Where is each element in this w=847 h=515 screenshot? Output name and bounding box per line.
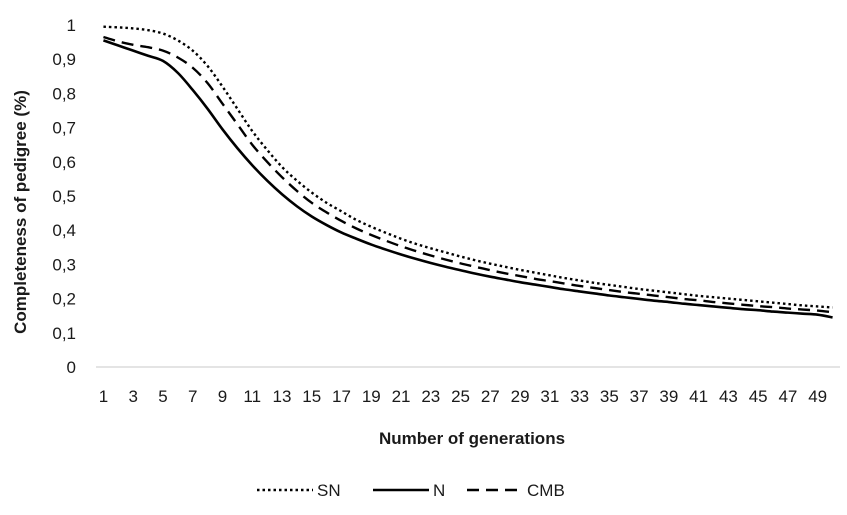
x-tick-label: 1	[99, 387, 108, 406]
x-tick-label: 43	[719, 387, 738, 406]
y-tick-label: 0	[67, 358, 76, 377]
y-tick-label: 0,3	[52, 255, 76, 274]
x-tick-label: 5	[158, 387, 167, 406]
y-tick-label: 0,4	[52, 221, 76, 240]
x-tick-label: 13	[273, 387, 292, 406]
x-tick-label: 23	[421, 387, 440, 406]
legend-item-n: N	[373, 481, 445, 500]
legend: SN N CMB	[257, 481, 565, 500]
y-tick-labels: 0 0,1 0,2 0,3 0,4 0,5 0,6 0,7 0,8 0,9 1	[52, 16, 76, 377]
x-tick-label: 15	[302, 387, 321, 406]
y-axis-title: Completeness of pedigree (%)	[11, 90, 30, 334]
x-tick-label: 25	[451, 387, 470, 406]
legend-label: CMB	[527, 481, 565, 500]
y-tick-label: 0,5	[52, 187, 76, 206]
legend-label: N	[433, 481, 445, 500]
x-tick-label: 37	[630, 387, 649, 406]
y-tick-label: 0,7	[52, 119, 76, 138]
x-tick-label: 9	[218, 387, 227, 406]
x-tick-label: 35	[600, 387, 619, 406]
y-tick-label: 1	[67, 16, 76, 35]
x-tick-label: 19	[362, 387, 381, 406]
y-tick-label: 0,8	[52, 84, 76, 103]
y-tick-label: 0,6	[52, 153, 76, 172]
x-tick-label: 45	[749, 387, 768, 406]
x-tick-label: 29	[511, 387, 530, 406]
x-tick-label: 31	[540, 387, 559, 406]
x-tick-label: 39	[659, 387, 678, 406]
x-tick-label: 27	[481, 387, 500, 406]
series-line-cmb	[103, 35, 833, 314]
series-line-n	[103, 39, 833, 319]
x-tick-label: 3	[128, 387, 137, 406]
x-tick-label: 41	[689, 387, 708, 406]
x-tick-label: 49	[808, 387, 827, 406]
y-tick-label: 0,2	[52, 290, 76, 309]
y-tick-label: 0,9	[52, 50, 76, 69]
x-tick-label: 11	[243, 387, 261, 406]
x-tick-label: 21	[392, 387, 411, 406]
x-tick-label: 7	[188, 387, 197, 406]
x-tick-label: 17	[332, 387, 351, 406]
series-line-sn	[103, 25, 833, 309]
x-tick-label: 33	[570, 387, 589, 406]
legend-label: SN	[317, 481, 341, 500]
x-tick-label: 47	[778, 387, 797, 406]
x-tick-labels: 1 3 5 7 9 11 13 15 17 19 21 23 25 27 29 31 33 35 37 39 41 43 4…	[99, 387, 827, 406]
x-axis-title: Number of generations	[379, 429, 565, 448]
legend-item-cmb: CMB	[467, 481, 565, 500]
y-tick-label: 0,1	[52, 324, 76, 343]
legend-item-sn: SN	[257, 481, 341, 500]
series-lines	[103, 25, 833, 319]
